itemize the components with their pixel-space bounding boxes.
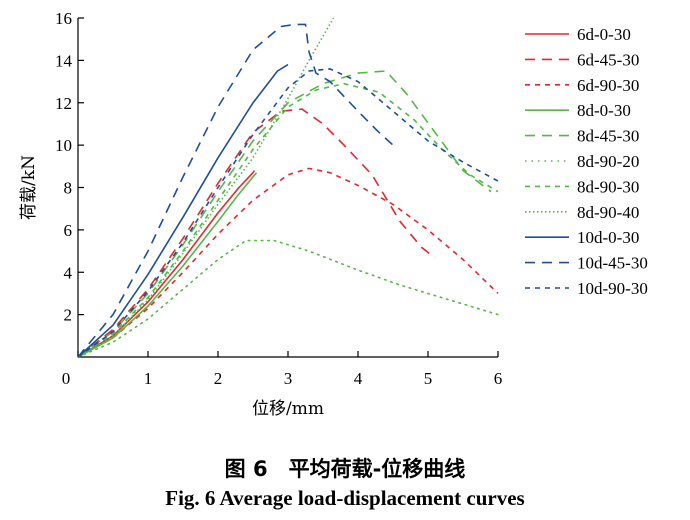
plot-lines	[77, 17, 499, 358]
legend-label-6d-45-30: 6d-45-30	[577, 50, 639, 69]
x-axis-label: 位移/mm	[252, 399, 324, 419]
y-tick-label: 16	[55, 9, 72, 28]
series-line-6d-0-30	[77, 170, 256, 358]
legend-label-8d-90-20: 8d-90-20	[577, 152, 639, 171]
series-line-8d-45-30	[77, 70, 492, 358]
x-tick-label: 3	[284, 369, 293, 388]
y-tick-label: 10	[55, 136, 72, 155]
x-tick-label: 0	[62, 369, 71, 388]
legend: 6d-0-30 6d-45-30 6d-90-30 8d-0-30 8d-45-30 8d…	[525, 25, 648, 298]
y-tick-label: 6	[64, 221, 73, 240]
y-tick-label: 12	[55, 94, 72, 113]
x-tick-label: 1	[144, 369, 153, 388]
y-axis-label: 荷载/kN	[19, 155, 39, 220]
legend-label-10d-45-30: 10d-45-30	[577, 254, 648, 273]
legend-label-8d-90-30: 8d-90-30	[577, 177, 639, 196]
figure-caption-english: Fig. 6 Average load-displacement curves	[165, 486, 525, 510]
legend-label-10d-90-30: 10d-90-30	[577, 279, 648, 298]
y-tick-label: 14	[55, 51, 73, 70]
legend-label-6d-0-30: 6d-0-30	[577, 25, 631, 44]
series-line-8d-0-30	[77, 172, 258, 358]
y-tick-label: 8	[64, 179, 73, 198]
y-tick-label: 4	[64, 263, 73, 282]
legend-label-8d-45-30: 8d-45-30	[577, 127, 639, 146]
x-tick-label: 4	[354, 369, 363, 388]
legend-label-10d-0-30: 10d-0-30	[577, 228, 639, 247]
legend-label-6d-90-30: 6d-90-30	[577, 76, 639, 95]
series-line-10d-45-30	[77, 23, 394, 358]
series-line-10d-0-30	[77, 63, 289, 358]
series-line-10d-90-30	[77, 68, 499, 358]
legend-label-8d-0-30: 8d-0-30	[577, 101, 631, 120]
y-tick-label: 2	[64, 306, 73, 325]
x-tick-label: 6	[494, 369, 503, 388]
x-tick-label: 5	[424, 369, 433, 388]
series-line-6d-90-30	[77, 167, 499, 358]
figure-caption-chinese: 图 6 平均荷载-位移曲线	[224, 457, 466, 481]
series-line-6d-45-30	[77, 108, 436, 358]
series-line-8d-90-40	[77, 17, 335, 358]
legend-label-8d-90-40: 8d-90-40	[577, 203, 639, 222]
x-tick-label: 2	[214, 369, 223, 388]
series-line-8d-90-20	[77, 239, 499, 358]
series-line-8d-90-30	[77, 82, 499, 358]
